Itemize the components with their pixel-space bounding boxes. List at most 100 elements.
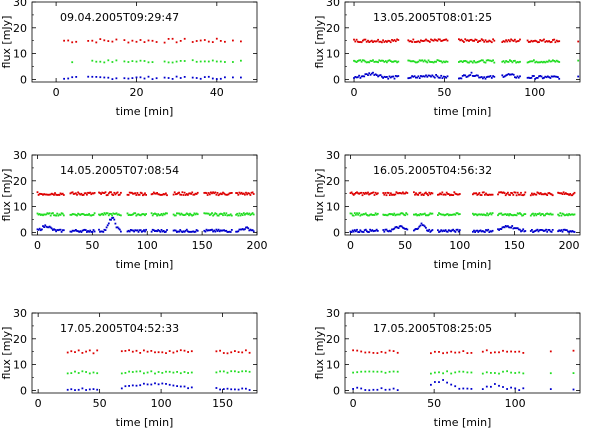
red-data-point	[536, 191, 539, 194]
red-data-point	[191, 41, 194, 43]
green-data-point	[526, 61, 529, 64]
red-data-point	[386, 41, 388, 43]
green-data-point	[117, 213, 120, 216]
blue-data-point	[435, 74, 437, 76]
blue-data-point	[395, 226, 398, 228]
red-data-point	[115, 38, 118, 41]
y-tick-label: 0	[333, 226, 340, 239]
blue-data-point	[139, 229, 142, 232]
blue-data-point	[392, 228, 394, 231]
red-data-point	[415, 192, 417, 195]
green-data-point	[464, 60, 467, 62]
blue-data-point	[44, 224, 47, 227]
green-data-point	[194, 213, 197, 216]
panel-title: 14.05.2005T07:08:54	[60, 164, 179, 177]
blue-data-point	[474, 75, 477, 77]
blue-data-point	[96, 388, 99, 391]
red-data-point	[361, 194, 364, 197]
blue-data-point	[558, 77, 561, 80]
red-data-point	[475, 39, 478, 41]
blue-data-point	[240, 76, 242, 79]
blue-data-point	[185, 228, 188, 231]
blue-data-point	[557, 76, 559, 78]
blue-data-point	[110, 218, 112, 221]
blue-data-point	[99, 76, 102, 79]
green-data-point	[206, 212, 209, 215]
red-data-point	[360, 41, 363, 44]
blue-data-point	[102, 231, 105, 233]
red-data-point	[128, 349, 130, 352]
blue-data-point	[573, 231, 576, 233]
red-data-point	[176, 193, 178, 195]
blue-data-point	[57, 229, 60, 232]
blue-data-point	[232, 76, 234, 79]
red-data-point	[179, 193, 182, 196]
red-data-point	[66, 351, 69, 354]
blue-data-point	[71, 76, 74, 79]
red-data-point	[100, 193, 102, 195]
red-data-point	[192, 193, 195, 196]
green-data-point	[369, 213, 371, 216]
y-axis-label: flux [mJy]	[0, 169, 13, 222]
blue-data-point	[497, 228, 499, 231]
red-data-point	[241, 193, 244, 195]
green-data-point	[66, 372, 69, 375]
green-data-point	[171, 61, 174, 64]
green-data-point	[203, 60, 206, 63]
red-data-point	[143, 41, 146, 43]
red-data-point	[37, 194, 40, 196]
red-data-point	[127, 194, 130, 196]
red-data-point	[484, 193, 486, 196]
blue-data-point	[397, 75, 400, 77]
green-data-point	[207, 60, 210, 63]
blue-data-point	[484, 231, 486, 233]
blue-data-point	[494, 383, 496, 385]
green-data-point	[434, 371, 436, 374]
red-data-point	[548, 40, 550, 42]
green-data-point	[82, 213, 85, 216]
blue-data-point	[363, 229, 366, 232]
green-data-point	[544, 214, 546, 217]
blue-data-point	[378, 74, 381, 77]
red-data-point	[214, 191, 217, 194]
blue-data-point	[425, 74, 427, 77]
blue-data-point	[215, 387, 218, 389]
green-data-point	[435, 60, 437, 63]
blue-data-point	[488, 231, 491, 233]
blue-data-point	[480, 76, 483, 78]
red-data-point	[80, 192, 83, 195]
blue-data-point	[466, 75, 469, 78]
green-data-point	[558, 214, 561, 217]
blue-data-point	[76, 230, 78, 232]
red-data-point	[526, 39, 529, 42]
blue-data-point	[248, 229, 251, 232]
red-data-point	[383, 193, 386, 196]
blue-data-point	[417, 227, 420, 230]
blue-data-point	[531, 229, 533, 231]
red-data-point	[142, 194, 144, 197]
blue-data-point	[133, 230, 135, 233]
blue-data-point	[207, 75, 210, 78]
green-data-point	[489, 59, 492, 62]
green-data-point	[227, 214, 230, 216]
blue-data-point	[514, 76, 516, 79]
red-data-point	[82, 194, 85, 196]
green-data-point	[466, 371, 469, 374]
blue-data-point	[439, 76, 441, 79]
green-data-point	[139, 370, 142, 373]
green-data-point	[183, 214, 186, 216]
red-data-point	[388, 40, 391, 42]
blue-data-point	[374, 73, 377, 76]
red-data-point	[223, 192, 225, 195]
green-data-point	[138, 214, 141, 216]
red-data-point	[548, 192, 551, 194]
green-data-point	[443, 214, 446, 217]
red-data-point	[195, 40, 198, 42]
green-data-point	[450, 372, 453, 375]
red-data-point	[484, 39, 487, 42]
blue-data-point	[250, 229, 253, 232]
red-data-point	[392, 193, 394, 196]
blue-data-point	[385, 228, 388, 231]
blue-data-point	[534, 78, 537, 80]
red-data-point	[215, 350, 218, 353]
